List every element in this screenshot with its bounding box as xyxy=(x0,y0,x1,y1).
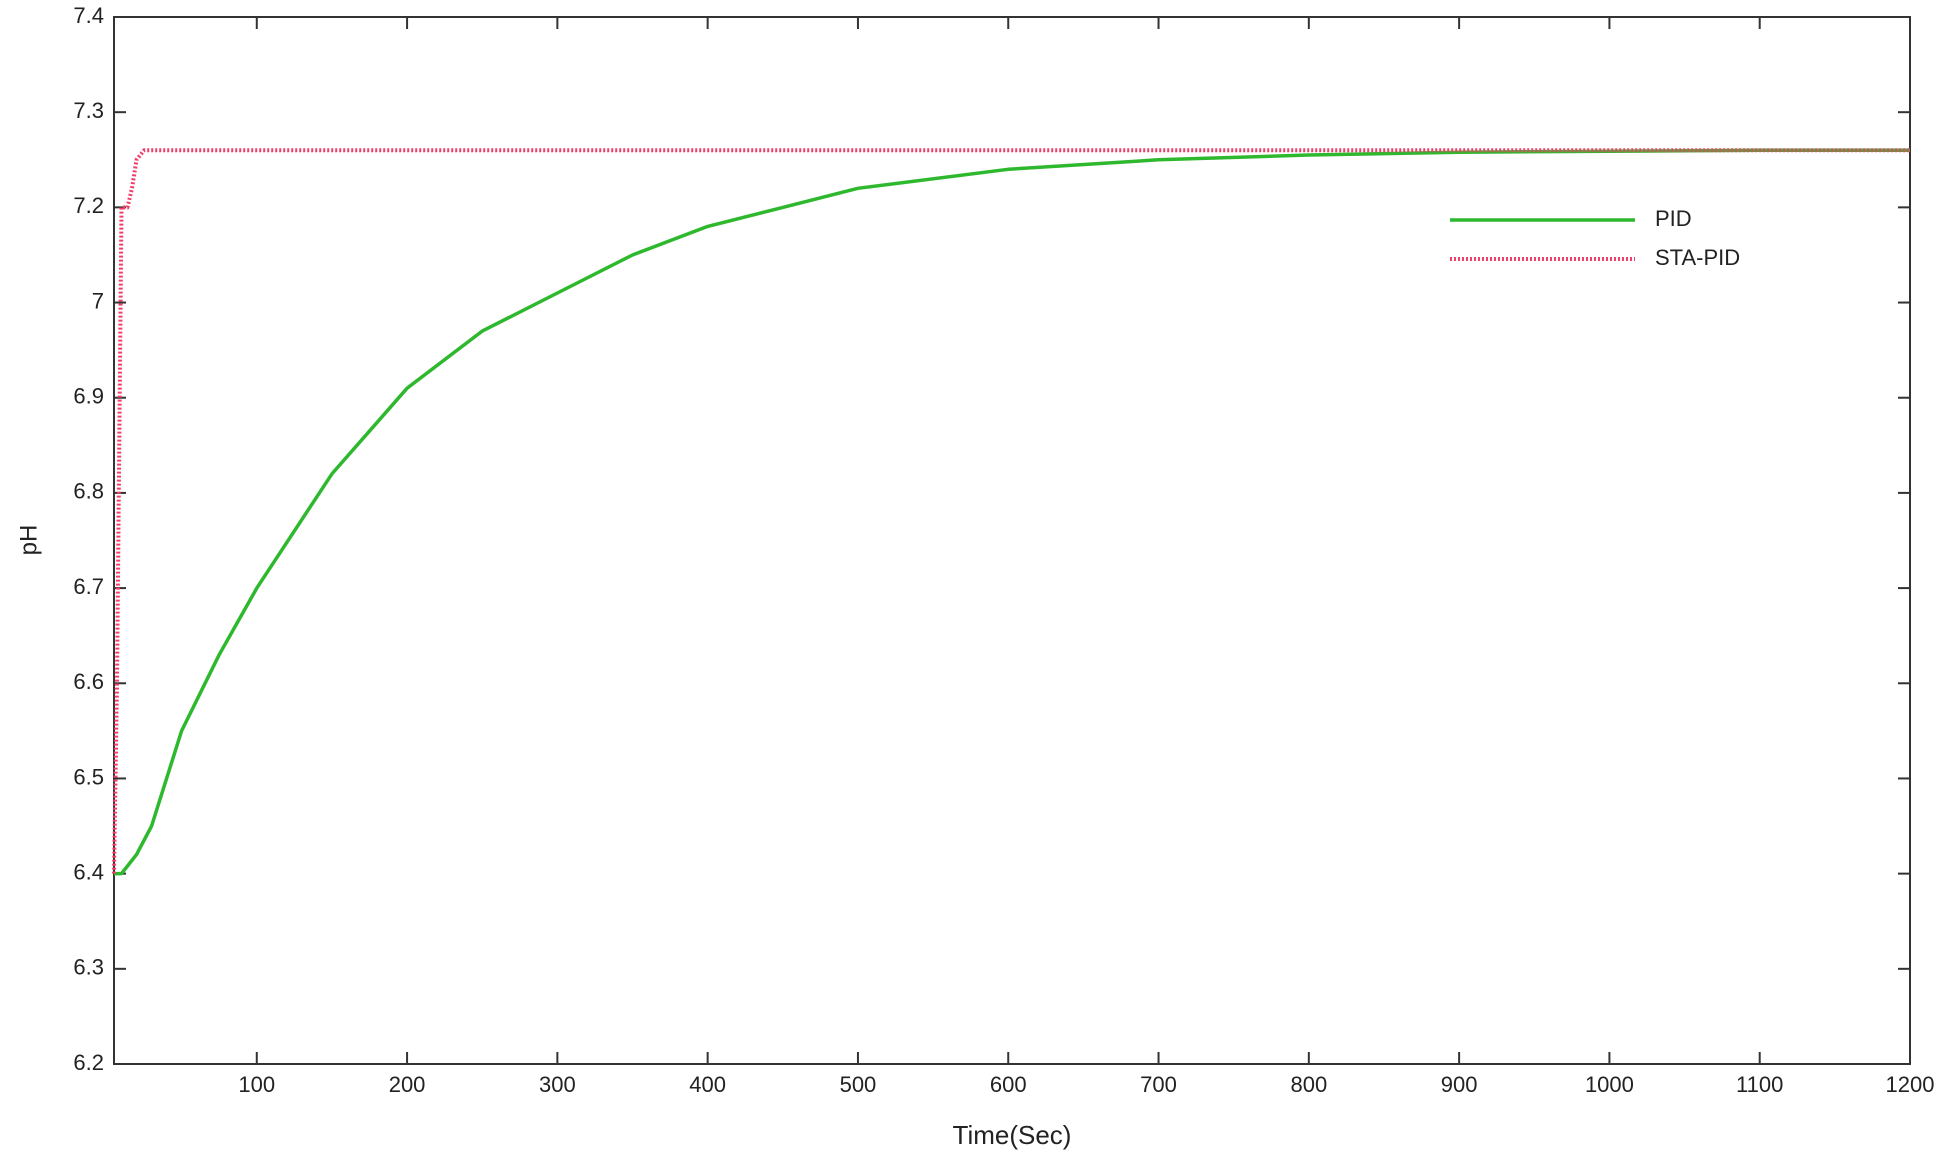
x-tick-label: 100 xyxy=(238,1072,275,1097)
y-tick-label: 7.3 xyxy=(73,98,104,123)
x-tick-label: 1200 xyxy=(1886,1072,1935,1097)
y-tick-label: 6.4 xyxy=(73,859,104,884)
x-axis-label: Time(Sec) xyxy=(953,1120,1072,1150)
x-tick-label: 300 xyxy=(539,1072,576,1097)
legend-label: STA-PID xyxy=(1655,245,1740,270)
x-tick-label: 1100 xyxy=(1736,1072,1783,1097)
y-tick-label: 6.6 xyxy=(73,669,104,694)
y-tick-label: 6.9 xyxy=(73,384,104,409)
x-tick-label: 200 xyxy=(389,1072,426,1097)
series-line xyxy=(114,148,1910,876)
x-tick-label: 900 xyxy=(1441,1072,1478,1097)
x-tick-label: 400 xyxy=(689,1072,726,1097)
y-tick-label: 7.2 xyxy=(73,193,104,218)
y-axis-label: pH xyxy=(15,525,42,556)
plot-frame xyxy=(113,16,1911,1065)
y-tick-label: 6.7 xyxy=(73,574,104,599)
x-tick-label: 500 xyxy=(840,1072,877,1097)
x-tick-label: 600 xyxy=(990,1072,1027,1097)
x-tick-label: 1000 xyxy=(1585,1072,1634,1097)
x-tick-label: 800 xyxy=(1290,1072,1327,1097)
legend-label: PID xyxy=(1655,206,1692,231)
y-tick-label: 7.4 xyxy=(73,3,104,28)
y-tick-label: 6.8 xyxy=(73,479,104,504)
x-tick-label: 700 xyxy=(1140,1072,1177,1097)
y-tick-label: 6.3 xyxy=(73,955,104,980)
y-tick-label: 6.5 xyxy=(73,764,104,789)
y-tick-label: 7 xyxy=(92,288,104,313)
y-tick-label: 6.2 xyxy=(73,1050,104,1075)
series-line xyxy=(112,148,1910,874)
